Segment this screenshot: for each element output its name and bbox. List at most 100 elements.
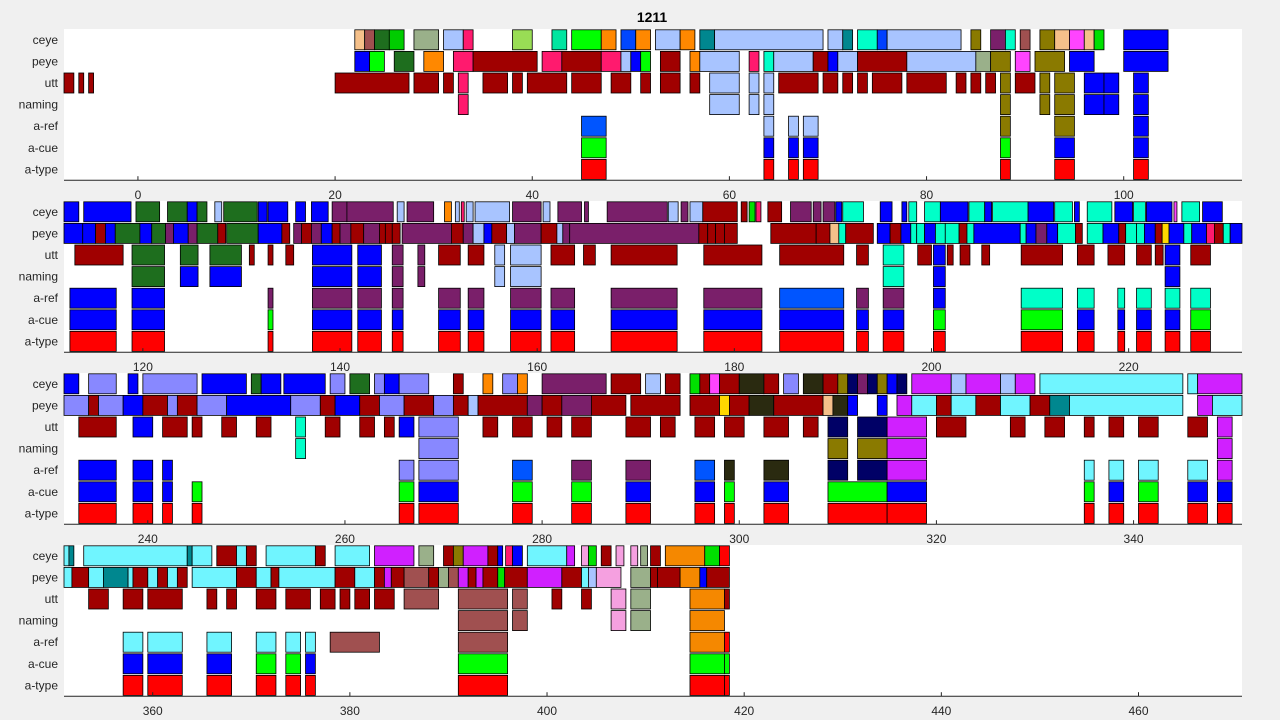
event-a-ref — [255, 631, 277, 653]
event-ceye — [83, 201, 132, 223]
event-ceye — [719, 373, 740, 395]
event-peye — [561, 51, 602, 72]
event-ceye — [584, 201, 589, 223]
event-naming — [1216, 438, 1233, 460]
event-utt — [248, 244, 255, 266]
event-utt — [1190, 244, 1211, 266]
event-peye — [1086, 222, 1104, 244]
event-ceye — [664, 373, 681, 395]
event-ceye — [755, 201, 762, 223]
x-tick-label: 320 — [926, 532, 946, 546]
event-utt — [255, 416, 272, 438]
event-a-ref — [933, 287, 946, 309]
event-peye — [1029, 394, 1051, 416]
event-a-type — [191, 502, 203, 524]
event-a-type — [763, 502, 789, 524]
event-peye — [451, 222, 464, 244]
event-a-type — [779, 330, 845, 352]
event-a-cue — [1138, 481, 1159, 503]
event-utt — [285, 244, 295, 266]
event-peye — [847, 394, 858, 416]
event-peye — [428, 567, 439, 588]
event-ceye — [236, 545, 247, 567]
event-naming — [295, 438, 306, 460]
event-ceye — [346, 201, 394, 223]
event-a-cue — [1216, 481, 1233, 503]
event-peye — [165, 222, 174, 244]
event-ceye — [502, 373, 518, 395]
event-a-ref — [1054, 115, 1075, 137]
row-label-ceye: ceye — [33, 549, 59, 563]
x-tick-label: 120 — [133, 360, 153, 374]
event-ceye — [790, 201, 812, 223]
event-utt — [1039, 72, 1051, 94]
event-a-ref — [147, 631, 183, 653]
event-peye — [457, 567, 469, 588]
event-utt — [1187, 416, 1208, 438]
event-a-ref — [1000, 115, 1011, 137]
event-peye — [320, 222, 333, 244]
event-ceye — [689, 373, 701, 395]
event-peye — [935, 222, 946, 244]
event-peye — [990, 51, 1011, 72]
event-ceye — [588, 545, 597, 567]
event-peye — [63, 394, 90, 416]
event-a-type — [206, 675, 232, 696]
event-a-ref — [1190, 287, 1211, 309]
event-a-cue — [1190, 309, 1211, 331]
event-peye — [526, 394, 543, 416]
event-ceye — [802, 373, 824, 395]
event-ceye — [68, 545, 75, 567]
event-peye — [506, 222, 515, 244]
event-utt — [255, 588, 277, 610]
event-peye — [900, 222, 912, 244]
event-a-type — [724, 675, 730, 696]
event-peye — [452, 51, 474, 72]
event-utt — [324, 416, 341, 438]
event-a-cue — [827, 481, 888, 503]
chart-title: 1211 — [637, 9, 668, 25]
event-a-cue — [122, 653, 144, 675]
event-peye — [944, 222, 960, 244]
event-a-cue — [191, 481, 203, 503]
row-label-a-cue: a-cue — [28, 141, 58, 155]
event-peye — [504, 567, 528, 588]
event-naming — [357, 266, 382, 288]
panels: ceye peye utt naming a-ref a-cue a-type 0 20 40 60… — [19, 29, 1243, 718]
event-a-type — [886, 502, 927, 524]
event-peye — [270, 567, 280, 588]
event-utt — [403, 588, 439, 610]
event-naming — [1133, 94, 1149, 115]
event-a-cue — [312, 309, 353, 331]
event-ceye — [443, 545, 454, 567]
event-peye — [482, 567, 499, 588]
event-peye — [659, 51, 681, 72]
event-utt — [383, 416, 395, 438]
event-utt — [1154, 244, 1164, 266]
event-ceye — [876, 29, 888, 51]
event-ceye — [214, 201, 223, 223]
event-a-cue — [131, 309, 165, 331]
event-a-type — [788, 158, 799, 180]
event-ceye — [505, 545, 513, 567]
event-a-cue — [703, 309, 763, 331]
event-utt — [147, 588, 183, 610]
event-a-cue — [162, 481, 173, 503]
event-utt — [391, 244, 404, 266]
event-utt — [132, 416, 154, 438]
event-a-cue — [467, 309, 485, 331]
event-ceye — [444, 201, 452, 223]
event-peye — [1102, 222, 1120, 244]
event-ceye — [1086, 201, 1113, 223]
event-ceye — [142, 373, 198, 395]
event-peye — [281, 222, 291, 244]
event-ceye — [738, 373, 765, 395]
event-ceye — [911, 373, 952, 395]
event-peye — [191, 567, 237, 588]
event-a-type — [1136, 330, 1152, 352]
event-a-cue — [1108, 481, 1125, 503]
event-utt — [625, 416, 651, 438]
event-a-cue — [457, 653, 508, 675]
event-a-type — [147, 675, 183, 696]
event-a-ref — [1164, 287, 1181, 309]
